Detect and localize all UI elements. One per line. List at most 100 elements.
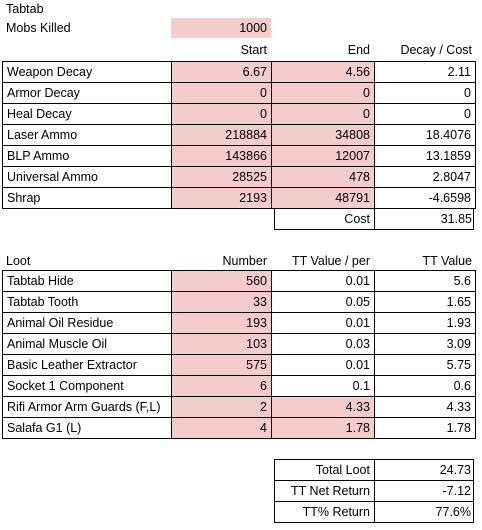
cost-col-divider <box>171 61 172 208</box>
summary-value: -7.12 <box>442 484 472 498</box>
cost-row-start[interactable]: 6.67 <box>172 62 271 82</box>
cost-row-divider <box>2 82 476 83</box>
cost-row-end[interactable]: 4.56 <box>272 62 374 82</box>
cost-row-start[interactable]: 143866 <box>172 146 271 166</box>
mobs-killed-label: Mobs Killed <box>6 21 71 35</box>
loot-row-divider <box>2 291 476 292</box>
loot-row-per: 0.1 <box>352 379 370 393</box>
loot-row-value: 5.75 <box>446 358 471 372</box>
cost-row-label: Shrap <box>7 191 41 205</box>
loot-row-number[interactable]: 2 <box>172 397 271 417</box>
summary-value: 77.6% <box>435 505 471 519</box>
loot-row-number[interactable]: 193 <box>172 313 271 333</box>
loot-row-label: Socket 1 Component <box>7 379 124 393</box>
cost-row-decay: -4.6598 <box>428 191 471 205</box>
col-end-header: End <box>347 43 370 57</box>
loot-row-per: 0.01 <box>345 274 370 288</box>
loot-col-divider <box>374 270 375 438</box>
col-number-header: Number <box>222 254 267 268</box>
mobs-killed-value[interactable]: 1000 <box>171 18 271 38</box>
cost-label: Cost <box>344 212 370 226</box>
cost-row-decay: 0 <box>464 107 471 121</box>
loot-row-label: Tabtab Hide <box>7 274 74 288</box>
summary-value: 24.73 <box>439 463 471 477</box>
cost-row-label: Armor Decay <box>7 86 80 100</box>
loot-row-number[interactable]: 4 <box>172 418 271 438</box>
col-value-header: TT Value <box>422 254 472 268</box>
cost-row-divider <box>2 103 476 104</box>
cost-row-label: BLP Ammo <box>7 149 70 163</box>
summary-label: Total Loot <box>315 463 370 477</box>
loot-row-divider <box>2 333 476 334</box>
cost-row-decay: 13.1859 <box>425 149 471 163</box>
sheet-title: Tabtab <box>6 2 44 16</box>
cost-row-label: Weapon Decay <box>7 65 93 79</box>
loot-row-value: 3.09 <box>446 337 471 351</box>
summary-label: TT Net Return <box>291 484 370 498</box>
cost-table-border <box>2 61 476 209</box>
cost-row-decay: 2.11 <box>447 65 471 79</box>
loot-row-divider <box>2 417 476 418</box>
loot-row-per: 0.03 <box>345 337 370 351</box>
loot-row-per: 0.01 <box>345 316 370 330</box>
loot-row-label: Salafa G1 (L) <box>7 421 82 435</box>
cost-row-label: Universal Ammo <box>7 170 98 184</box>
cost-row-decay: 0 <box>464 86 471 100</box>
loot-row-number[interactable]: 575 <box>172 355 271 375</box>
loot-col-divider <box>171 270 172 438</box>
cost-row-divider <box>2 145 476 146</box>
cost-row-start[interactable]: 218884 <box>172 125 271 145</box>
col-start-header: Start <box>240 43 267 57</box>
loot-row-number[interactable]: 33 <box>172 292 271 312</box>
loot-row-value: 0.6 <box>453 379 471 393</box>
loot-row-divider <box>2 396 476 397</box>
loot-row-value: 4.33 <box>446 400 471 414</box>
loot-row-per: 0.01 <box>345 358 370 372</box>
loot-row-number[interactable]: 103 <box>172 334 271 354</box>
col-per-header: TT Value / per <box>291 254 370 268</box>
loot-row-number[interactable]: 560 <box>172 271 271 291</box>
cost-row-divider <box>2 187 476 188</box>
cost-row-decay: 18.4076 <box>425 128 471 142</box>
cost-row-start[interactable]: 0 <box>172 83 271 103</box>
loot-row-number[interactable]: 6 <box>172 376 271 396</box>
loot-row-value: 1.65 <box>446 295 471 309</box>
loot-row-divider <box>2 312 476 313</box>
cost-row-end[interactable]: 0 <box>272 104 374 124</box>
loot-row-label: Animal Muscle Oil <box>7 337 108 351</box>
cost-row-decay: 2.8047 <box>432 170 471 184</box>
cost-row-divider <box>2 124 476 125</box>
loot-row-value: 1.78 <box>446 421 471 435</box>
cost-row-end[interactable]: 12007 <box>272 146 374 166</box>
loot-row-per[interactable]: 4.33 <box>272 397 374 417</box>
col-decay-header: Decay / Cost <box>400 43 472 57</box>
loot-row-value: 1.93 <box>446 316 471 330</box>
cost-row-start[interactable]: 0 <box>172 104 271 124</box>
col-loot-header: Loot <box>6 254 31 268</box>
cost-row-start[interactable]: 28525 <box>172 167 271 187</box>
loot-row-divider <box>2 375 476 376</box>
cost-row-end[interactable]: 48791 <box>272 188 374 208</box>
summary-label: TT% Return <box>302 505 370 519</box>
summary-col-divider <box>374 459 375 522</box>
cost-value: 31.85 <box>440 212 472 226</box>
loot-row-value: 5.6 <box>453 274 471 288</box>
loot-row-label: Animal Oil Residue <box>7 316 114 330</box>
cost-col-divider <box>271 61 272 208</box>
cost-row-divider <box>2 166 476 167</box>
cost-row-label: Heal Decay <box>7 107 72 121</box>
cost-row-label: Laser Ammo <box>7 128 78 142</box>
loot-row-label: Tabtab Tooth <box>7 295 79 309</box>
cost-row-start[interactable]: 2193 <box>172 188 271 208</box>
loot-row-divider <box>2 354 476 355</box>
loot-row-per[interactable]: 1.78 <box>272 418 374 438</box>
loot-row-label: Basic Leather Extractor <box>7 358 137 372</box>
loot-col-divider <box>271 270 272 438</box>
cost-col-divider <box>374 61 375 208</box>
loot-row-label: Rifi Armor Arm Guards (F,L) <box>7 400 161 414</box>
cost-row-end[interactable]: 478 <box>272 167 374 187</box>
cost-total-divider <box>374 208 375 230</box>
cost-row-end[interactable]: 0 <box>272 83 374 103</box>
loot-row-per: 0.05 <box>345 295 370 309</box>
cost-row-end[interactable]: 34808 <box>272 125 374 145</box>
